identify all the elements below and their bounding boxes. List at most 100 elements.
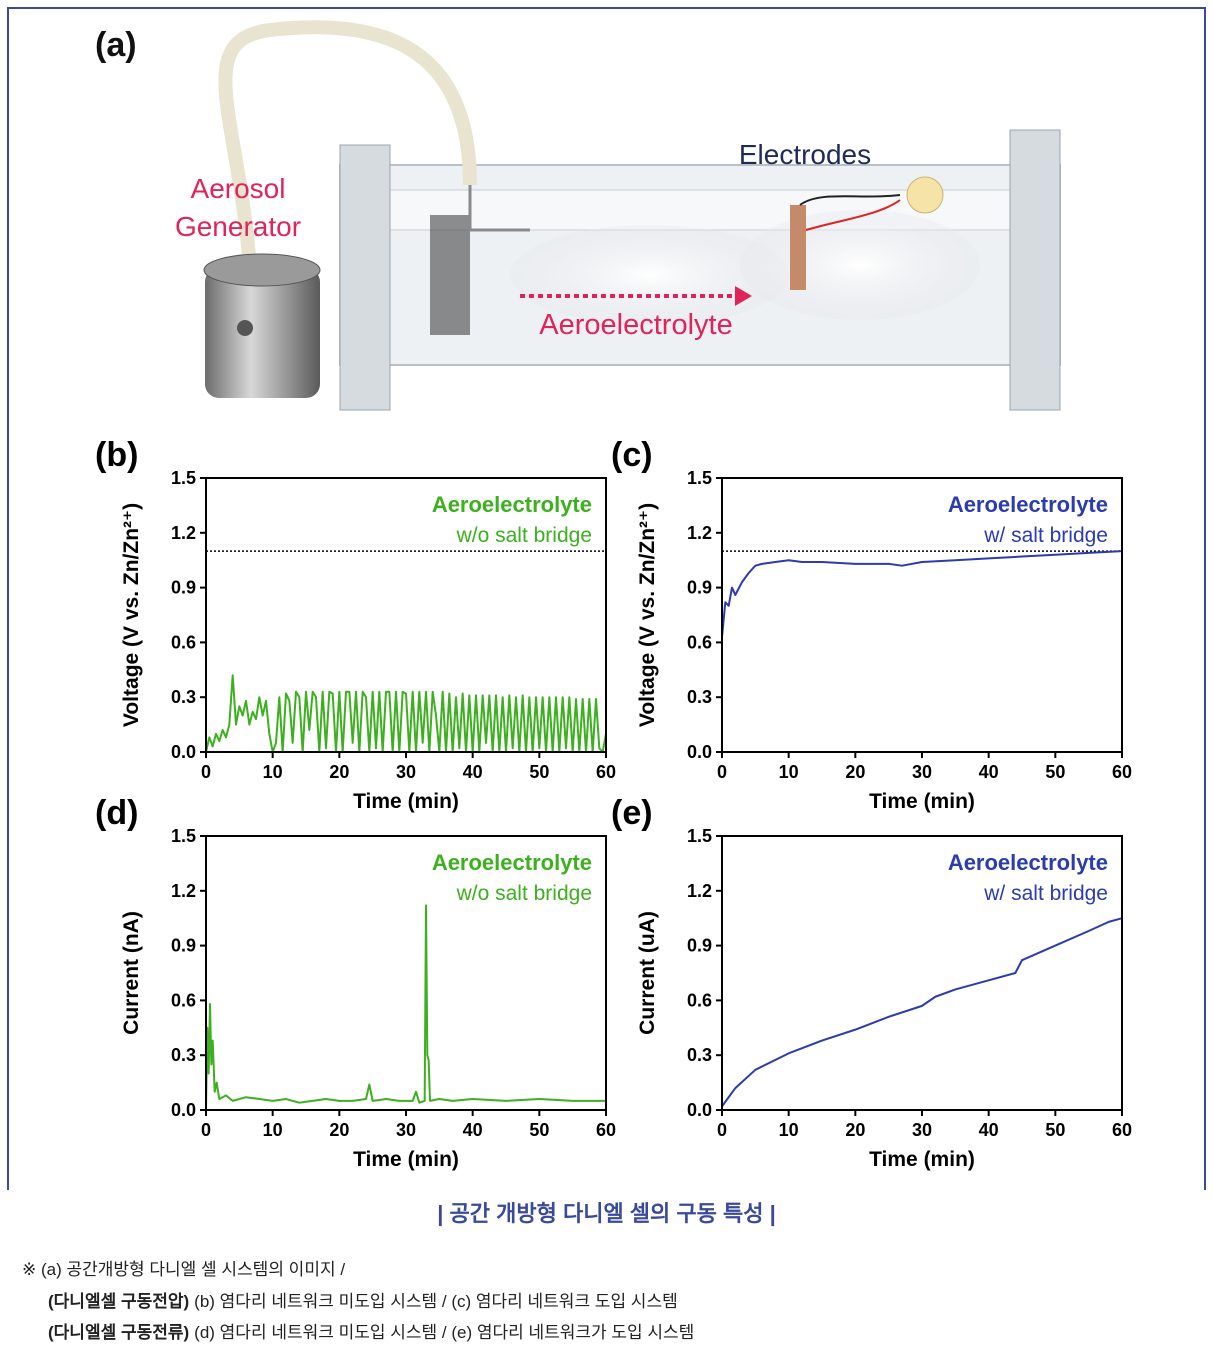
y-axis-label: Voltage (V vs. Zn/Zn²⁺) xyxy=(120,503,143,727)
y-tick-label: 0.9 xyxy=(687,936,712,956)
x-tick-label: 30 xyxy=(912,762,932,782)
note-text: ※ (a) 공간개방형 다니엘 셀 시스템의 이미지 / xyxy=(22,1260,346,1279)
note-text: (b) 염다리 네트워크 미도입 시스템 / (c) 염다리 네트워크 도입 시… xyxy=(194,1292,678,1311)
bulb xyxy=(906,176,944,214)
x-tick-label: 40 xyxy=(979,1120,999,1140)
x-tick-label: 0 xyxy=(717,762,727,782)
x-tick-label: 50 xyxy=(529,1120,549,1140)
plate-shadow xyxy=(430,215,470,335)
x-tick-label: 50 xyxy=(529,762,549,782)
y-tick-label: 0.6 xyxy=(687,632,712,652)
electrode xyxy=(790,205,806,290)
y-tick-label: 0.3 xyxy=(687,1045,712,1065)
note-bold: (다니엘셀 구동전압) xyxy=(48,1292,190,1311)
y-tick-label: 1.2 xyxy=(687,881,712,901)
generator-label: Generator xyxy=(175,211,301,242)
x-tick-label: 20 xyxy=(845,762,865,782)
flow-label: Aeroelectrolyte xyxy=(539,309,732,341)
x-tick-label: 0 xyxy=(201,1120,211,1140)
annotation: w/o salt bridge xyxy=(456,524,592,547)
x-tick-label: 10 xyxy=(263,762,283,782)
y-axis-label: Current (nA) xyxy=(120,911,143,1035)
electrodes-label: Electrodes xyxy=(739,139,871,170)
y-tick-label: 0.9 xyxy=(171,936,196,956)
caption: | 공간 개방형 다니엘 셀의 구동 특성 | xyxy=(437,1201,776,1226)
y-tick-label: 0.6 xyxy=(171,632,196,652)
annotation: Aeroelectrolyte xyxy=(432,492,592,517)
y-tick-label: 0.3 xyxy=(171,1045,196,1065)
y-axis-label: Current (uA) xyxy=(636,911,659,1035)
aerosol-cloud xyxy=(510,225,790,325)
y-tick-label: 1.2 xyxy=(171,523,196,543)
figure: (a) Aerosol Generator Electrodes Aeroele… xyxy=(7,7,1206,1190)
nozzle xyxy=(468,185,530,232)
x-axis-label: Time (min) xyxy=(353,790,459,813)
data-line xyxy=(205,674,607,753)
y-tick-label: 1.5 xyxy=(687,826,712,846)
tube xyxy=(218,20,477,271)
y-tick-label: 0.9 xyxy=(687,578,712,598)
annotation: w/ salt bridge xyxy=(983,524,1108,547)
x-tick-label: 30 xyxy=(912,1120,932,1140)
x-tick-label: 50 xyxy=(1045,1120,1065,1140)
y-tick-label: 0.0 xyxy=(687,1100,712,1120)
y-tick-label: 1.2 xyxy=(687,523,712,543)
x-tick-label: 30 xyxy=(396,762,416,782)
note: (다니엘셀 구동전류) (d) 염다리 네트워크 미도입 시스템 / (e) 염다… xyxy=(48,1318,694,1343)
x-tick-label: 60 xyxy=(596,1120,616,1140)
x-axis-label: Time (min) xyxy=(353,1148,459,1171)
panel-label: (c) xyxy=(611,436,653,474)
note-text: (d) 염다리 네트워크 미도입 시스템 / (e) 염다리 네트워크가 도입 … xyxy=(194,1323,695,1342)
x-tick-label: 10 xyxy=(779,1120,799,1140)
plot-frame xyxy=(721,835,1123,1111)
plot-frame xyxy=(205,477,607,753)
panel-label: (a) xyxy=(95,26,137,64)
data-line xyxy=(721,917,1123,1107)
x-axis-label: Time (min) xyxy=(869,790,975,813)
note: ※ (a) 공간개방형 다니엘 셀 시스템의 이미지 / xyxy=(22,1255,345,1280)
x-tick-label: 60 xyxy=(1112,762,1132,782)
generator-port xyxy=(237,320,253,336)
x-tick-label: 20 xyxy=(845,1120,865,1140)
panel-label: (d) xyxy=(95,794,138,832)
y-tick-label: 0.9 xyxy=(171,578,196,598)
y-tick-label: 0.0 xyxy=(171,742,196,762)
annotation: w/o salt bridge xyxy=(456,882,592,905)
x-tick-label: 0 xyxy=(717,1120,727,1140)
x-axis-label: Time (min) xyxy=(869,1148,975,1171)
y-tick-label: 0.0 xyxy=(687,742,712,762)
plot-frame xyxy=(205,835,607,1111)
aerosol-generator xyxy=(205,268,320,398)
data-line xyxy=(721,550,1123,638)
y-tick-label: 0.6 xyxy=(687,990,712,1010)
x-tick-label: 50 xyxy=(1045,762,1065,782)
x-tick-label: 0 xyxy=(201,762,211,782)
x-tick-label: 20 xyxy=(329,762,349,782)
x-tick-label: 40 xyxy=(463,762,483,782)
panel-label: (e) xyxy=(611,794,653,832)
annotation: w/ salt bridge xyxy=(983,882,1108,905)
y-tick-label: 0.0 xyxy=(171,1100,196,1120)
x-tick-label: 40 xyxy=(979,762,999,782)
y-tick-label: 0.6 xyxy=(171,990,196,1010)
y-axis-label: Voltage (V vs. Zn/Zn²⁺) xyxy=(636,503,659,727)
y-tick-label: 1.2 xyxy=(171,881,196,901)
y-tick-label: 1.5 xyxy=(171,468,196,488)
x-tick-label: 60 xyxy=(596,762,616,782)
annotation: Aeroelectrolyte xyxy=(432,850,592,875)
note: (다니엘셀 구동전압) (b) 염다리 네트워크 미도입 시스템 / (c) 염다… xyxy=(48,1287,678,1312)
generator-top xyxy=(203,253,321,287)
x-tick-label: 10 xyxy=(263,1120,283,1140)
x-tick-label: 30 xyxy=(396,1120,416,1140)
x-tick-label: 60 xyxy=(1112,1120,1132,1140)
annotation: Aeroelectrolyte xyxy=(948,850,1108,875)
photo: (a) Aerosol Generator Electrodes Aeroele… xyxy=(95,20,1061,411)
y-tick-label: 0.3 xyxy=(687,687,712,707)
y-tick-label: 1.5 xyxy=(687,468,712,488)
wire xyxy=(799,194,901,206)
y-tick-label: 1.5 xyxy=(171,826,196,846)
annotation: Aeroelectrolyte xyxy=(948,492,1108,517)
wire xyxy=(805,199,901,231)
note-bold: (다니엘셀 구동전류) xyxy=(48,1323,190,1342)
